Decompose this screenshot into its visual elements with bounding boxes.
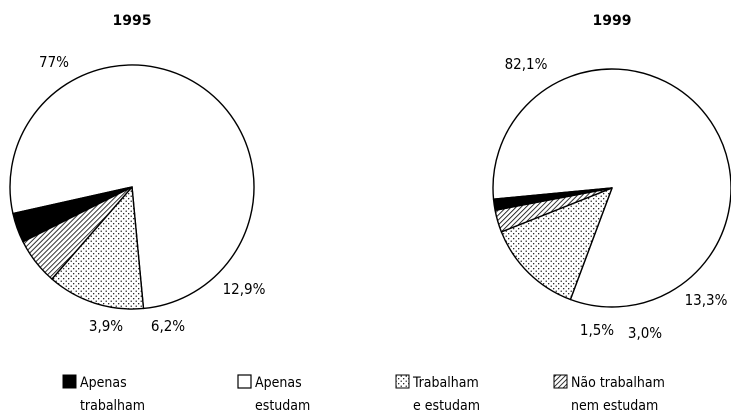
legend-label-line1: Apenas — [80, 375, 127, 391]
chart-title-1999: 1999 — [593, 13, 632, 29]
legend-swatch-dots — [395, 374, 410, 389]
pie-slices-1999 — [492, 68, 731, 308]
legend-label-line2: nem estudam — [571, 398, 658, 414]
legend-swatch-hatch — [553, 374, 568, 389]
legend-swatch-empty — [237, 374, 252, 389]
legend-label-line1: Não trabalham — [571, 375, 665, 391]
legend-label-line1: Trabalham — [412, 375, 479, 391]
legend-item-trabalham-e-estudam: Trabalham e estudam — [395, 374, 480, 414]
pie-slice-1995-trabalham-e-estudam — [51, 186, 145, 310]
pie-slice-1999-apenas-trabalham — [492, 187, 613, 212]
legend-label-line2: trabalham — [80, 398, 145, 414]
pie-slice-1999-trabalham-e-estudam — [500, 187, 613, 301]
legend: Apenas trabalham Apenas estudam Trabalha… — [62, 374, 665, 414]
legend-item-apenas-trabalham: Apenas trabalham — [62, 374, 145, 414]
chart-title-1995: 1995 — [113, 13, 152, 29]
pie-slices-1995 — [9, 64, 255, 310]
pie-chart-1999: 1999 82,1% 13,3% 3,0% 1,5% — [492, 13, 731, 342]
slice-label-1999-apenas-trabalham: 1,5% — [580, 321, 614, 339]
slice-label-1999-nao-trabalham: 3,0% — [628, 324, 662, 342]
legend-swatch-solid — [62, 374, 77, 389]
slice-label-1995-apenas-trabalham: 3,9% — [89, 317, 123, 335]
slice-label-1999-apenas-estudam: 82,1% — [505, 55, 548, 73]
pie-chart-1995: 1995 77% 12,9% 6,2% 3,9% — [9, 13, 266, 335]
slice-label-1995-trabalham-e-estudam: 12,9% — [223, 280, 266, 298]
pie-slice-1995-apenas-trabalham — [12, 186, 133, 243]
slice-label-1995-nao-trabalham: 6,2% — [151, 317, 185, 335]
legend-label-line2: e estudam — [413, 398, 480, 414]
slice-label-1995-apenas-estudam: 77% — [39, 53, 69, 71]
legend-label-line2: estudam — [255, 398, 310, 414]
legend-label-line1: Apenas — [255, 375, 302, 391]
legend-item-nao-trabalham-nem-estudam: Não trabalham nem estudam — [553, 374, 665, 414]
slice-label-1999-trabalham-e-estudam: 13,3% — [685, 291, 728, 309]
legend-item-apenas-estudam: Apenas estudam — [237, 374, 310, 414]
